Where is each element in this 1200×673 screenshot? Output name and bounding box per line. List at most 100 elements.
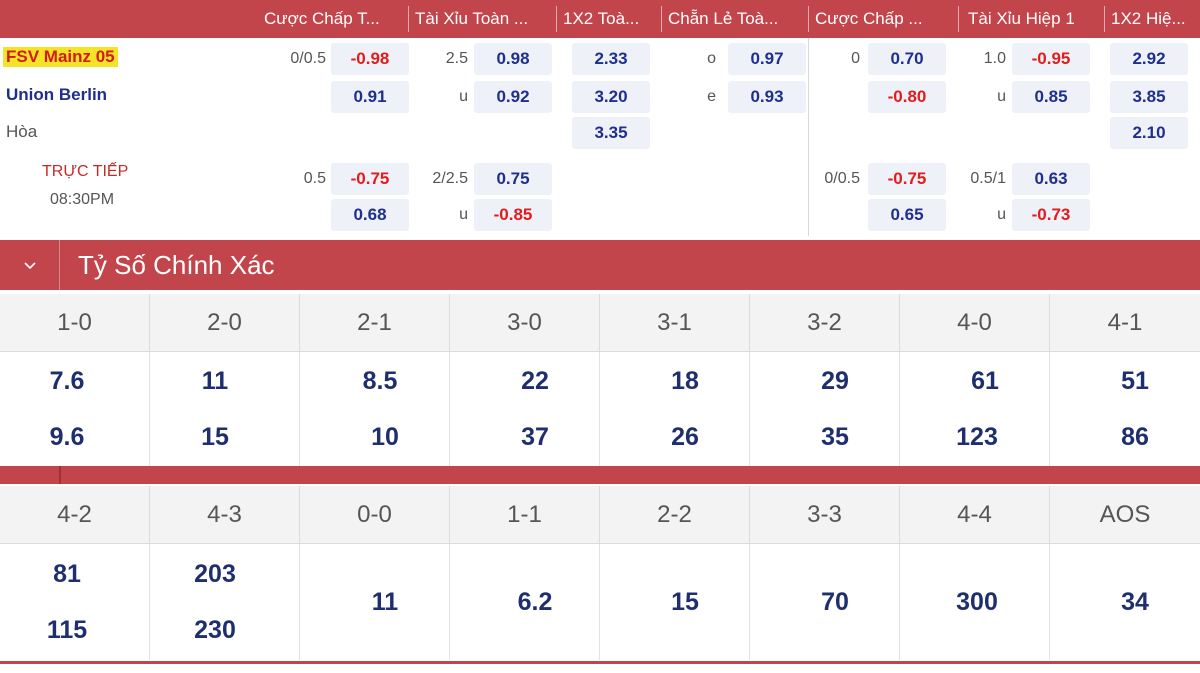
odd-price[interactable]: 0.97 bbox=[728, 43, 806, 75]
score-odd[interactable]: 34 bbox=[1121, 588, 1149, 616]
home-score-odd[interactable]: 8.5 bbox=[362, 367, 398, 395]
header-divider bbox=[958, 6, 959, 32]
away-score-odd[interactable]: 9.6 bbox=[49, 423, 85, 451]
score-label: 1-0 bbox=[0, 294, 150, 352]
home-score-odd[interactable]: 203 bbox=[194, 560, 236, 588]
away-score-odd[interactable]: 15 bbox=[201, 423, 229, 451]
score-label: 3-0 bbox=[450, 294, 600, 352]
col-1x2-full[interactable]: 1X2 Toà... bbox=[563, 9, 640, 28]
col-over-under-h1[interactable]: Tài Xỉu Hiệp 1 bbox=[968, 9, 1075, 28]
correct-score-title: Tỷ Số Chính Xác bbox=[78, 250, 275, 280]
score-odds-cell: 61 123 bbox=[900, 352, 1050, 466]
handicap-line: 0/0.5 bbox=[290, 50, 326, 67]
score-label: 4-0 bbox=[900, 294, 1050, 352]
match-time: 08:30PM bbox=[50, 191, 115, 208]
draw-label: Hòa bbox=[6, 122, 38, 141]
home-score-odd[interactable]: 61 bbox=[971, 367, 999, 395]
home-score-odd[interactable]: 22 bbox=[521, 367, 549, 395]
score-label: 3-3 bbox=[750, 486, 900, 544]
collapse-toggle[interactable] bbox=[0, 240, 60, 290]
score-odds-cell: 300 bbox=[900, 544, 1050, 660]
h1-over-odd[interactable]: -0.95 bbox=[1012, 43, 1090, 75]
col-over-under-full[interactable]: Tài Xỉu Toàn ... bbox=[415, 9, 529, 28]
col-1x2-h1[interactable]: 1X2 Hiệ... bbox=[1111, 9, 1186, 28]
away-score-odd[interactable]: 115 bbox=[46, 616, 88, 644]
score-odds-cell: 15 bbox=[600, 544, 750, 660]
score-odd[interactable]: 11 bbox=[371, 588, 399, 616]
score-odd[interactable]: 15 bbox=[671, 588, 699, 616]
home-score-odd[interactable]: 51 bbox=[1121, 367, 1149, 395]
away-score-odd[interactable]: 37 bbox=[521, 423, 549, 451]
handicap-away-odd[interactable]: 0.91 bbox=[331, 81, 409, 113]
away-team-name[interactable]: Union Berlin bbox=[6, 85, 108, 104]
score-label: 4-3 bbox=[150, 486, 300, 544]
home-score-odd[interactable]: 7.6 bbox=[49, 367, 85, 395]
col-odd-even-full[interactable]: Chẵn Lẻ Toà... bbox=[668, 9, 779, 28]
header-divider bbox=[1104, 6, 1105, 32]
1x2-away-odd[interactable]: 3.20 bbox=[572, 81, 650, 113]
h1-handicap-home-odd[interactable]: 0.70 bbox=[868, 43, 946, 75]
score-label: 4-1 bbox=[1107, 309, 1143, 336]
score-odds-cell: 11 bbox=[300, 544, 450, 660]
h1-1x2-away-odd[interactable]: 3.85 bbox=[1110, 81, 1188, 113]
handicap-home-odd-alt[interactable]: -0.75 bbox=[331, 163, 409, 195]
score-label: 3-2 bbox=[750, 294, 900, 352]
h1-under-label-alt: u bbox=[997, 206, 1006, 223]
home-score-odd[interactable]: 81 bbox=[53, 560, 81, 588]
over-under-line-alt: 2/2.5 bbox=[432, 170, 468, 187]
home-team-name[interactable]: FSV Mainz 05 bbox=[3, 47, 118, 67]
home-score-odd[interactable]: 11 bbox=[201, 367, 229, 395]
score-odd[interactable]: 70 bbox=[821, 588, 849, 616]
h1-over-odd-alt[interactable]: 0.63 bbox=[1012, 163, 1090, 195]
score-odds-cell: 70 bbox=[750, 544, 900, 660]
score-odds-cell: 34 bbox=[1050, 544, 1200, 660]
away-score-odd[interactable]: 10 bbox=[371, 423, 399, 451]
h1-handicap-line: 0 bbox=[851, 50, 860, 67]
h1-under-odd-alt[interactable]: -0.73 bbox=[1012, 199, 1090, 231]
h1-1x2-draw-odd[interactable]: 2.10 bbox=[1110, 117, 1188, 149]
under-odd[interactable]: 0.92 bbox=[474, 81, 552, 113]
score-values-row: 7.6 9.6 11 15 8.5 10 22 37 18 26 29 35 6… bbox=[0, 352, 1200, 466]
score-odds-cell: 203 230 bbox=[150, 544, 300, 660]
odds-header-bar: Cược Chấp T... Tài Xỉu Toàn ... 1X2 Toà.… bbox=[0, 0, 1200, 38]
score-odd[interactable]: 300 bbox=[956, 588, 998, 616]
header-divider bbox=[808, 6, 809, 32]
header-divider bbox=[556, 6, 557, 32]
h1-under-label: u bbox=[997, 88, 1006, 105]
col-handicap-h1[interactable]: Cược Chấp ... bbox=[815, 9, 923, 28]
correct-score-bar[interactable]: Tỷ Số Chính Xác bbox=[0, 240, 1200, 290]
1x2-home-odd[interactable]: 2.33 bbox=[572, 43, 650, 75]
home-score-odd[interactable]: 18 bbox=[671, 367, 699, 395]
header-divider bbox=[408, 6, 409, 32]
section-separator bbox=[0, 466, 1200, 484]
score-odd[interactable]: 6.2 bbox=[517, 588, 553, 616]
even-price[interactable]: 0.93 bbox=[728, 81, 806, 113]
handicap-home-odd[interactable]: -0.98 bbox=[331, 43, 409, 75]
h1-handicap-home-odd-alt[interactable]: -0.75 bbox=[868, 163, 946, 195]
score-header-row: 1-0 2-0 2-1 3-0 3-1 3-2 4-0 4-1 bbox=[0, 294, 1200, 352]
handicap-away-odd-alt[interactable]: 0.68 bbox=[331, 199, 409, 231]
away-score-odd[interactable]: 230 bbox=[194, 616, 236, 644]
handicap-line-alt: 0.5 bbox=[303, 170, 326, 187]
score-odds-cell: 11 15 bbox=[150, 352, 300, 466]
h1-handicap-away-odd[interactable]: -0.80 bbox=[868, 81, 946, 113]
home-score-odd[interactable]: 29 bbox=[821, 367, 849, 395]
score-odds-cell: 8.5 10 bbox=[300, 352, 450, 466]
away-score-odd[interactable]: 35 bbox=[821, 423, 849, 451]
away-score-odd[interactable]: 123 bbox=[956, 423, 998, 451]
away-score-odd[interactable]: 26 bbox=[671, 423, 699, 451]
over-odd-alt[interactable]: 0.75 bbox=[474, 163, 552, 195]
col-handicap-full[interactable]: Cược Chấp T... bbox=[264, 9, 380, 28]
away-score-odd[interactable]: 86 bbox=[1121, 423, 1149, 451]
h1-1x2-home-odd[interactable]: 2.92 bbox=[1110, 43, 1188, 75]
score-label: 2-2 bbox=[600, 486, 750, 544]
over-odd[interactable]: 0.98 bbox=[474, 43, 552, 75]
h1-under-odd[interactable]: 0.85 bbox=[1012, 81, 1090, 113]
score-label: 3-1 bbox=[600, 294, 750, 352]
under-odd-alt[interactable]: -0.85 bbox=[474, 199, 552, 231]
score-odds-cell: 81 115 bbox=[0, 544, 150, 660]
score-label: 4-2 bbox=[0, 486, 150, 544]
bottom-border bbox=[0, 661, 1200, 664]
h1-handicap-away-odd-alt[interactable]: 0.65 bbox=[868, 199, 946, 231]
1x2-draw-odd[interactable]: 3.35 bbox=[572, 117, 650, 149]
